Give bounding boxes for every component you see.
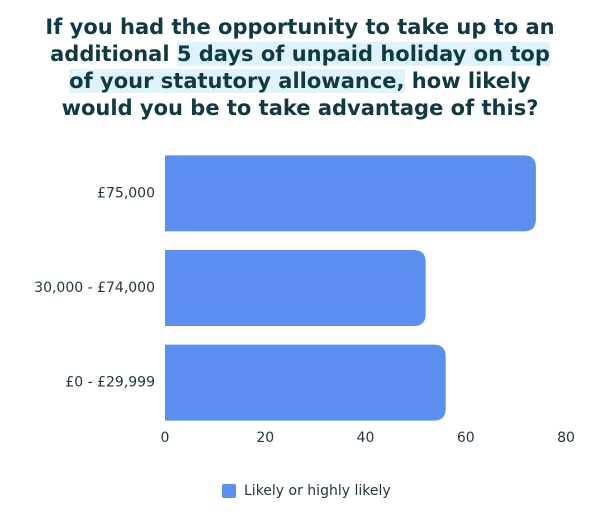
x-tick-label: 0 xyxy=(161,430,170,446)
y-tick-label: 30,000 - £74,000 xyxy=(34,280,155,296)
y-tick-label: £75,000 xyxy=(97,185,155,201)
bar xyxy=(165,250,426,326)
legend-label: Likely or highly likely xyxy=(244,483,391,499)
title-part: If you had the opportunity to take up to… xyxy=(45,15,555,66)
y-tick-label: £0 - £29,999 xyxy=(65,375,155,391)
legend-swatch xyxy=(222,484,236,498)
x-tick-label: 40 xyxy=(357,430,375,446)
x-tick-label: 60 xyxy=(457,430,475,446)
x-tick-label: 80 xyxy=(557,430,575,446)
bar xyxy=(165,155,536,232)
chart-title: If you had the opportunity to take up to… xyxy=(40,14,560,122)
x-tick-label: 20 xyxy=(256,430,274,446)
bar xyxy=(165,344,446,421)
title-part: how likely would you be to take advantag… xyxy=(61,69,539,120)
